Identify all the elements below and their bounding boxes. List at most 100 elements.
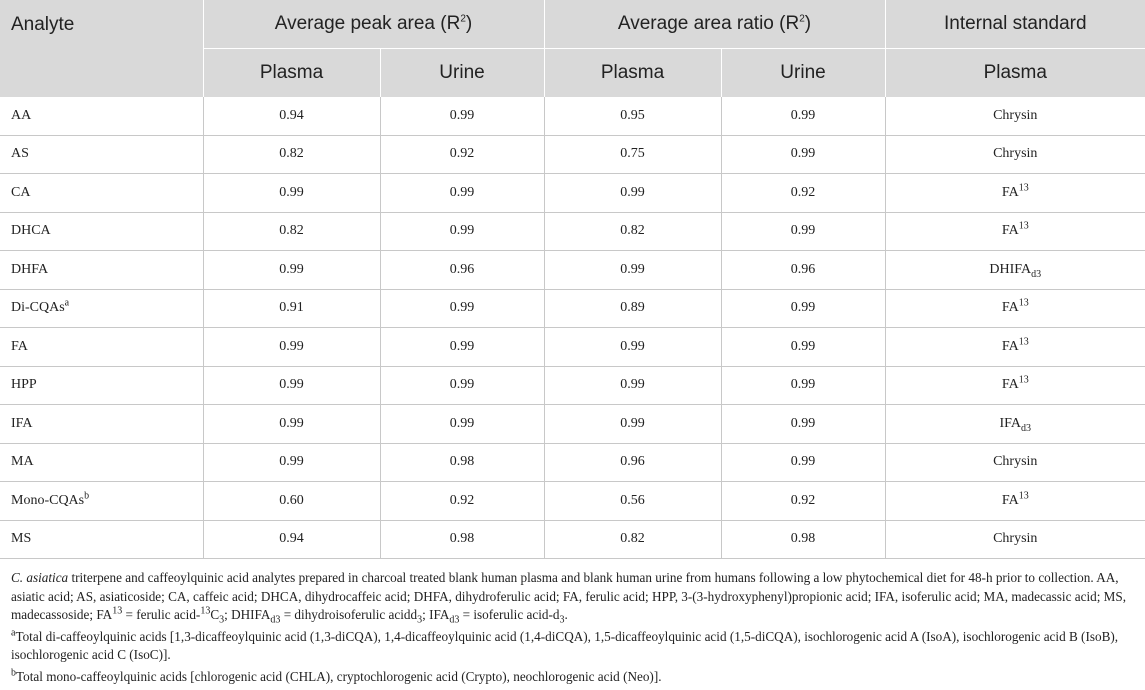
cell-ratio-plasma: 0.99	[544, 366, 722, 405]
cell-internal-standard: DHIFAd3	[885, 250, 1145, 290]
table-footnotes: C. asiatica triterpene and caffeoylquini…	[0, 559, 1145, 687]
cell-ratio-plasma: 0.95	[544, 97, 722, 136]
cell-ratio-plasma: 0.75	[544, 135, 722, 174]
footnote-main: C. asiatica triterpene and caffeoylquini…	[11, 570, 1127, 626]
cell-internal-standard: FA13	[885, 366, 1145, 405]
cell-ratio-urine: 0.99	[721, 443, 886, 482]
table-row: Mono-CQAsb 0.60 0.92 0.56 0.92 FA13	[0, 481, 1145, 521]
cell-ratio-urine: 0.99	[721, 135, 886, 174]
cell-ratio-urine: 0.99	[721, 212, 886, 251]
cell-peak-urine: 0.98	[380, 520, 545, 559]
cell-peak-plasma: 0.99	[203, 404, 381, 444]
cell-internal-standard: FA13	[885, 212, 1145, 251]
subheader-peak-urine: Urine	[380, 48, 545, 97]
cell-analyte: MA	[0, 443, 204, 482]
cell-peak-urine: 0.99	[380, 173, 545, 213]
cell-ratio-plasma: 0.82	[544, 212, 722, 251]
table-row: DHCA 0.82 0.99 0.82 0.99 FA13	[0, 212, 1145, 251]
table-row: Di-CQAsa 0.91 0.99 0.89 0.99 FA13	[0, 289, 1145, 328]
cell-analyte: CA	[0, 173, 204, 213]
cell-peak-plasma: 0.99	[203, 443, 381, 482]
header-average-area-ratio: Average area ratio (R2)	[544, 0, 886, 49]
cell-peak-plasma: 0.94	[203, 97, 381, 136]
cell-analyte: FA	[0, 327, 204, 367]
cell-peak-urine: 0.99	[380, 212, 545, 251]
footnote-b: bTotal mono-caffeoylquinic acids [chloro…	[11, 667, 662, 684]
table-row: FA 0.99 0.99 0.99 0.99 FA13	[0, 327, 1145, 367]
footnote-a: aTotal di-caffeoylquinic acids [1,3-dica…	[11, 627, 1119, 663]
cell-peak-plasma: 0.91	[203, 289, 381, 328]
cell-peak-plasma: 0.99	[203, 366, 381, 405]
table-row: CA 0.99 0.99 0.99 0.92 FA13	[0, 173, 1145, 213]
cell-peak-urine: 0.99	[380, 404, 545, 444]
cell-internal-standard: FA13	[885, 327, 1145, 367]
subheader-peak-plasma: Plasma	[203, 48, 381, 97]
cell-internal-standard: Chrysin	[885, 520, 1145, 559]
cell-internal-standard: Chrysin	[885, 97, 1145, 136]
subheader-ratio-urine: Urine	[721, 48, 886, 97]
cell-ratio-urine: 0.96	[721, 250, 886, 290]
cell-internal-standard: Chrysin	[885, 135, 1145, 174]
cell-internal-standard: FA13	[885, 481, 1145, 521]
cell-ratio-plasma: 0.99	[544, 173, 722, 213]
cell-analyte: Mono-CQAsb	[0, 481, 204, 521]
cell-ratio-plasma: 0.56	[544, 481, 722, 521]
cell-peak-urine: 0.92	[380, 481, 545, 521]
table-row: IFA 0.99 0.99 0.99 0.99 IFAd3	[0, 404, 1145, 444]
cell-internal-standard: FA13	[885, 173, 1145, 213]
cell-ratio-plasma: 0.82	[544, 520, 722, 559]
header-internal-standard: Internal standard	[885, 0, 1145, 49]
cell-ratio-plasma: 0.99	[544, 250, 722, 290]
cell-analyte: DHFA	[0, 250, 204, 290]
table-row: MS 0.94 0.98 0.82 0.98 Chrysin	[0, 520, 1145, 559]
cell-analyte: MS	[0, 520, 204, 559]
cell-ratio-plasma: 0.99	[544, 404, 722, 444]
cell-peak-plasma: 0.82	[203, 135, 381, 174]
cell-ratio-urine: 0.92	[721, 481, 886, 521]
cell-peak-plasma: 0.99	[203, 173, 381, 213]
cell-analyte: AA	[0, 97, 204, 136]
subheader-ratio-plasma: Plasma	[544, 48, 722, 97]
cell-ratio-urine: 0.98	[721, 520, 886, 559]
analyte-table: Analyte Average peak area (R2) Average a…	[0, 0, 1145, 559]
table-row: AA 0.94 0.99 0.95 0.99 Chrysin	[0, 97, 1145, 136]
cell-peak-plasma: 0.94	[203, 520, 381, 559]
cell-ratio-urine: 0.99	[721, 366, 886, 405]
cell-ratio-urine: 0.99	[721, 97, 886, 136]
cell-ratio-urine: 0.99	[721, 289, 886, 328]
cell-peak-urine: 0.99	[380, 366, 545, 405]
cell-analyte: AS	[0, 135, 204, 174]
cell-ratio-urine: 0.99	[721, 327, 886, 367]
cell-ratio-urine: 0.92	[721, 173, 886, 213]
cell-internal-standard: IFAd3	[885, 404, 1145, 444]
cell-ratio-urine: 0.99	[721, 404, 886, 444]
cell-analyte: DHCA	[0, 212, 204, 251]
table-row: HPP 0.99 0.99 0.99 0.99 FA13	[0, 366, 1145, 405]
cell-peak-plasma: 0.82	[203, 212, 381, 251]
cell-ratio-plasma: 0.99	[544, 327, 722, 367]
cell-peak-plasma: 0.99	[203, 327, 381, 367]
cell-internal-standard: FA13	[885, 289, 1145, 328]
table-body: AA 0.94 0.99 0.95 0.99 Chrysin AS 0.82 0.92 0.75 0…	[0, 97, 1145, 559]
cell-peak-plasma: 0.60	[203, 481, 381, 521]
header-average-peak-area: Average peak area (R2)	[203, 0, 545, 49]
cell-analyte: Di-CQAsa	[0, 289, 204, 328]
cell-peak-urine: 0.99	[380, 289, 545, 328]
table-row: AS 0.82 0.92 0.75 0.99 Chrysin	[0, 135, 1145, 174]
table-row: DHFA 0.99 0.96 0.99 0.96 DHIFAd3	[0, 250, 1145, 290]
cell-ratio-plasma: 0.96	[544, 443, 722, 482]
cell-peak-urine: 0.99	[380, 97, 545, 136]
cell-peak-urine: 0.92	[380, 135, 545, 174]
cell-peak-urine: 0.99	[380, 327, 545, 367]
table-header: Analyte Average peak area (R2) Average a…	[0, 0, 1145, 97]
cell-ratio-plasma: 0.89	[544, 289, 722, 328]
subheader-is-plasma: Plasma	[885, 48, 1145, 97]
cell-analyte: HPP	[0, 366, 204, 405]
cell-peak-plasma: 0.99	[203, 250, 381, 290]
cell-peak-urine: 0.96	[380, 250, 545, 290]
cell-analyte: IFA	[0, 404, 204, 444]
cell-internal-standard: Chrysin	[885, 443, 1145, 482]
header-analyte: Analyte	[0, 0, 204, 97]
table-row: MA 0.99 0.98 0.96 0.99 Chrysin	[0, 443, 1145, 482]
